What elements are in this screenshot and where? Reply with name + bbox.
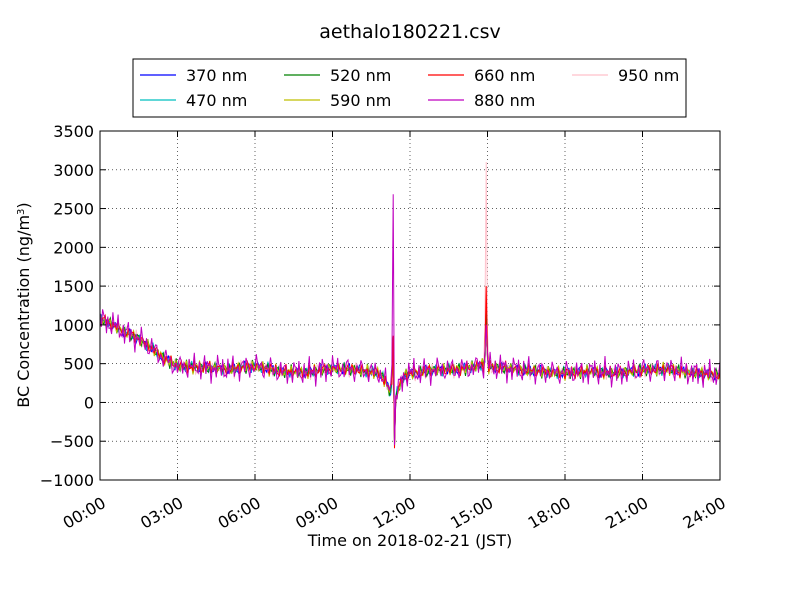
series-lines — [99, 161, 721, 449]
legend-label: 520 nm — [330, 66, 391, 85]
y-tick-label: −1000 — [40, 471, 94, 490]
legend-label: 470 nm — [186, 91, 247, 110]
y-tick-label: 2500 — [53, 200, 94, 219]
y-tick-label: 2000 — [53, 238, 94, 257]
y-tick-label: 0 — [84, 393, 94, 412]
grid — [100, 131, 720, 480]
y-tick-label: 3000 — [53, 161, 94, 180]
y-axis-label-sup: 3 — [16, 209, 27, 215]
legend-label: 660 nm — [474, 66, 535, 85]
y-tick-label: −500 — [50, 432, 94, 451]
series-line-880-nm — [99, 194, 721, 446]
legend-label: 590 nm — [330, 91, 391, 110]
legend-label: 880 nm — [474, 91, 535, 110]
y-tick-label: 3500 — [53, 122, 94, 141]
y-axis-label: BC Concentration (ng/m3) — [14, 202, 33, 407]
legend-label: 950 nm — [618, 66, 679, 85]
y-axis-label-suffix: ) — [14, 202, 33, 208]
y-axis-label-main: BC Concentration (ng/m — [14, 215, 33, 408]
y-tick-label: 1000 — [53, 316, 94, 335]
x-axis-label: Time on 2018-02-21 (JST) — [307, 531, 512, 550]
legend-label: 370 nm — [186, 66, 247, 85]
y-tick-label: 1500 — [53, 277, 94, 296]
legend-box — [132, 58, 687, 118]
y-tick-label: 500 — [63, 355, 94, 374]
legend: 370 nm 470 nm 520 nm 590 nm 660 nm 880 nm 950 … — [132, 58, 687, 118]
chart-title: aethalo180221.csv — [319, 21, 501, 43]
